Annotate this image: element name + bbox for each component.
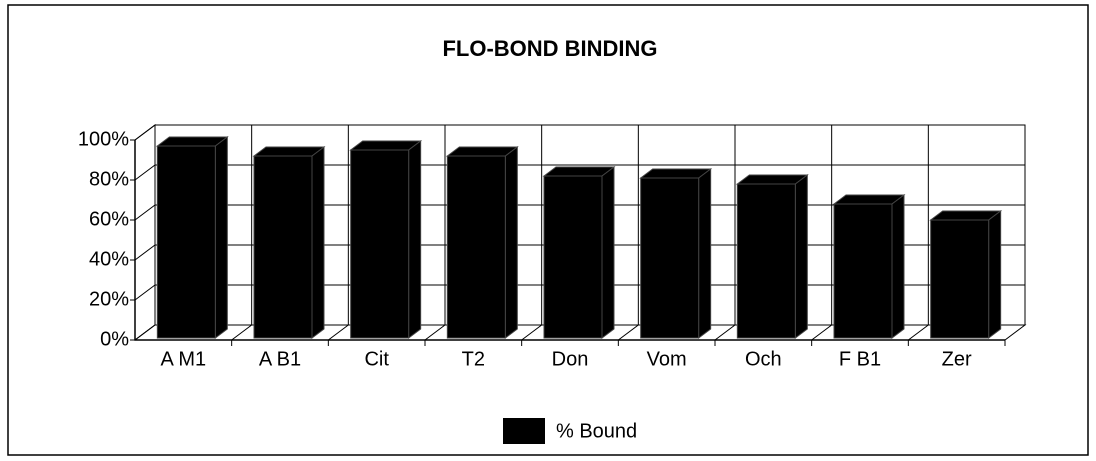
- y-tick-label: 100%: [78, 128, 129, 150]
- x-tick-label: Don: [552, 348, 589, 370]
- bar-side: [311, 146, 325, 339]
- bar: [252, 146, 326, 339]
- x-tick-label: Zer: [942, 348, 972, 370]
- x-tick-label: A M1: [161, 348, 207, 370]
- bar-front: [833, 203, 893, 339]
- x-tick-label: F B1: [839, 348, 881, 370]
- bar-side: [794, 174, 808, 339]
- y-tick-label: 20%: [89, 288, 129, 310]
- bar-front: [930, 219, 990, 339]
- bar: [542, 166, 616, 339]
- bar: [445, 145, 519, 340]
- bar-side: [698, 168, 712, 339]
- chart-title: FLO-BOND BINDING: [442, 36, 657, 61]
- bar-front: [253, 155, 313, 339]
- bar: [929, 210, 1003, 339]
- bar-side: [988, 210, 1002, 339]
- y-tick-label: 0%: [100, 328, 129, 350]
- floor-divider: [908, 324, 929, 341]
- floor-divider: [811, 324, 832, 341]
- bar: [349, 140, 423, 339]
- side-wall: [134, 124, 156, 341]
- legend-swatch: [503, 418, 545, 444]
- floor-divider: [231, 324, 252, 341]
- bar-side: [504, 145, 518, 340]
- floor-divider: [424, 324, 446, 341]
- x-tick-label: A B1: [259, 348, 301, 370]
- floor-divider: [328, 324, 349, 341]
- bar-front: [543, 175, 603, 339]
- legend-label: % Bound: [556, 420, 637, 442]
- floor-divider: [714, 324, 736, 341]
- bar-front: [446, 155, 506, 339]
- bar-front: [736, 183, 796, 339]
- bar: [639, 168, 713, 339]
- y-tick-label: 40%: [89, 248, 129, 270]
- floor-divider: [618, 324, 639, 341]
- bar: [832, 194, 906, 339]
- bar-side: [214, 136, 228, 339]
- x-tick-label: Vom: [647, 348, 687, 370]
- bar-front: [640, 177, 700, 339]
- x-tick-label: T2: [462, 348, 485, 370]
- bar-front: [156, 145, 216, 339]
- bar-front: [350, 149, 410, 339]
- x-tick-label: Cit: [364, 348, 389, 370]
- bar-side: [891, 194, 905, 339]
- y-tick-label: 80%: [89, 168, 129, 190]
- x-tick-label: Och: [745, 348, 782, 370]
- bar: [735, 174, 809, 339]
- bar-side: [601, 166, 615, 339]
- bar-side: [408, 140, 422, 339]
- y-tick-label: 60%: [89, 208, 129, 230]
- floor-divider: [521, 324, 542, 341]
- bar: [155, 136, 229, 339]
